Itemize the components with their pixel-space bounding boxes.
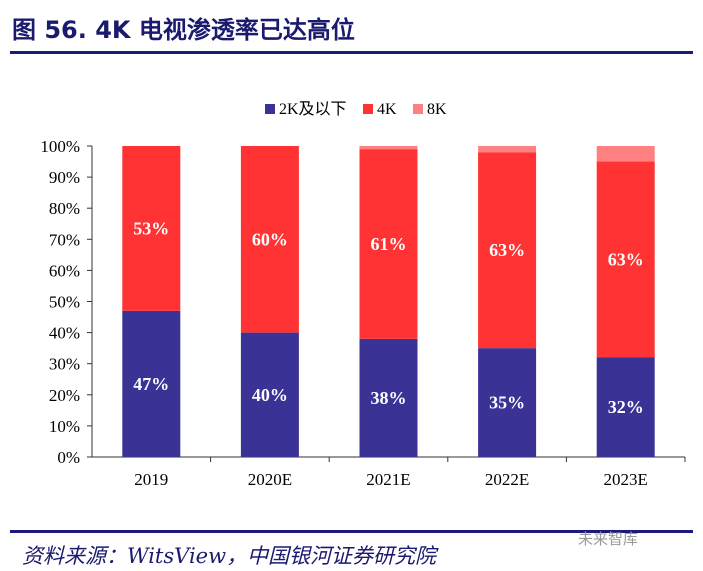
source-note: 资料来源：WitsView，中国银河证券研究院 — [22, 544, 437, 568]
data-label: 63% — [489, 240, 525, 260]
y-tick-label: 10% — [49, 417, 80, 436]
figure-title: 图 56. 4K 电视渗透率已达高位 — [12, 16, 355, 44]
bar-segment-2K及以下 — [359, 338, 418, 457]
bar-segment-4K — [596, 161, 655, 358]
bar-segment-2K及以下 — [596, 357, 655, 457]
bar-segment-2K及以下 — [122, 310, 181, 457]
bar-segment-2K及以下 — [478, 348, 537, 457]
chart: 0% 10% 20% 30% 40% 50% 60% 70% 80% 90% 100% 47% 53% 2… — [40, 101, 686, 489]
data-label: 35% — [489, 393, 525, 413]
bar-segment-4K — [122, 146, 181, 311]
title-rule — [10, 51, 693, 54]
data-label: 63% — [608, 250, 644, 270]
x-tick-label: 2020E — [248, 470, 292, 489]
y-tick-label: 20% — [49, 386, 80, 405]
x-tick-label: 2019 — [134, 470, 168, 489]
y-tick-label: 60% — [49, 261, 80, 280]
legend-label: 8K — [427, 101, 447, 118]
y-tick-label: 40% — [49, 324, 80, 343]
data-label: 53% — [133, 218, 169, 238]
bar-segment-2K及以下 — [240, 332, 299, 457]
source-rule — [10, 530, 693, 533]
data-label: 47% — [133, 374, 169, 394]
bar-segment-8K — [478, 146, 537, 153]
y-tick-label: 80% — [49, 199, 80, 218]
legend-swatch — [413, 104, 423, 114]
legend-swatch — [363, 104, 373, 114]
legend-label: 2K及以下 — [279, 101, 347, 118]
y-tick-label: 70% — [49, 230, 80, 249]
y-tick-label: 0% — [57, 448, 80, 467]
bar-segment-4K — [240, 146, 299, 333]
bar-segment-8K — [359, 146, 418, 150]
y-tick-label: 30% — [49, 355, 80, 374]
data-label: 61% — [371, 234, 407, 254]
watermark: 未来智库 — [578, 530, 639, 548]
y-tick-label: 90% — [49, 168, 80, 187]
data-label: 60% — [252, 229, 288, 249]
x-tick-label: 2023E — [604, 470, 648, 489]
data-label: 40% — [252, 385, 288, 405]
bar-segment-8K — [596, 146, 655, 162]
bar-segment-4K — [478, 152, 537, 349]
x-tick-label: 2022E — [485, 470, 529, 489]
data-label: 32% — [608, 397, 644, 417]
legend-swatch — [265, 104, 275, 114]
legend-label: 4K — [377, 101, 397, 118]
y-tick-label: 50% — [49, 293, 80, 312]
data-label: 38% — [371, 388, 407, 408]
bar-segment-4K — [359, 149, 418, 339]
x-tick-label: 2021E — [366, 470, 410, 489]
y-tick-label: 100% — [40, 137, 80, 156]
